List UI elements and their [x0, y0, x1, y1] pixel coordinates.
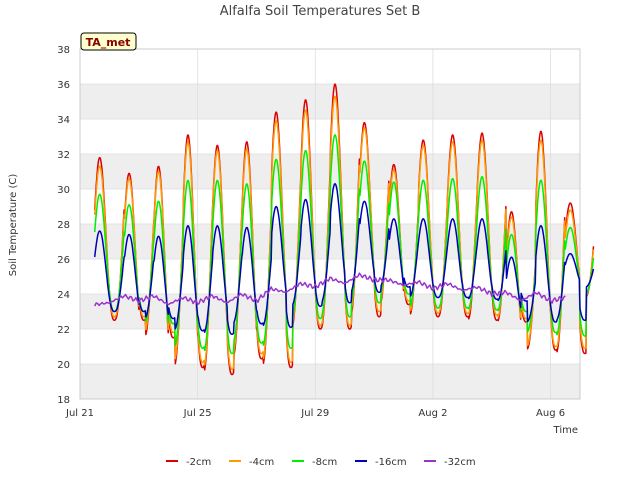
x-tick-label: Jul 25 [183, 408, 212, 419]
series-lines [93, 83, 595, 376]
x-axis-label: Time [553, 425, 578, 436]
plot-band [80, 294, 580, 329]
legend-label: -2cm [186, 457, 211, 468]
legend-label: -8cm [312, 457, 337, 468]
x-tick-label: Aug 2 [418, 408, 447, 419]
y-tick-label: 24 [57, 290, 70, 301]
legend-label: -32cm [444, 457, 476, 468]
site-badge: TA_met [80, 32, 137, 51]
y-tick-label: 26 [57, 255, 70, 266]
y-tick-label: 32 [57, 150, 70, 161]
y-tick-label: 34 [57, 115, 70, 126]
y-tick-label: 30 [57, 185, 70, 196]
legend-label: -4cm [249, 457, 274, 468]
y-tick-label: 22 [57, 325, 70, 336]
plot-band [80, 84, 580, 119]
y-tick-label: 36 [57, 80, 70, 91]
axes: 18 20 22 24 26 28 30 32 34 36 38 Jul 21 Jul 25 Jul 29… [57, 45, 565, 419]
chart-title: Alfalfa Soil Temperatures Set B [220, 4, 421, 19]
legend: -2cm -4cm -8cm -16cm -32cm [166, 457, 476, 468]
legend-label: -16cm [375, 457, 407, 468]
plot-band [80, 364, 580, 399]
x-tick-label: Aug 6 [536, 408, 565, 419]
x-tick-label: Jul 29 [300, 408, 329, 419]
y-tick-label: 28 [57, 220, 70, 231]
site-badge-box [80, 32, 137, 51]
series-line-16cmcm [93, 183, 595, 335]
plot-frame [79, 48, 581, 400]
y-tick-label: 20 [57, 360, 70, 371]
series-line-32cmcm [94, 272, 566, 307]
y-axis-label: Soil Temperature (C) [8, 174, 19, 277]
x-tick-label: Jul 21 [65, 408, 94, 419]
site-badge-label: TA_met [86, 36, 131, 49]
y-tick-label: 38 [57, 45, 70, 56]
y-tick-label: 18 [57, 395, 70, 406]
